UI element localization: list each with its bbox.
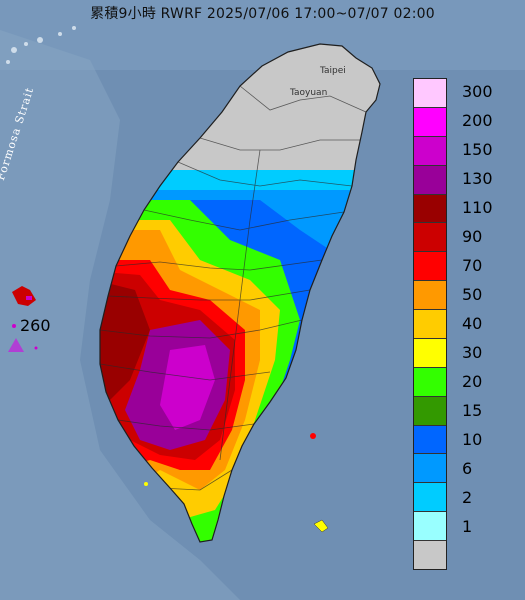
triangle-max-marker-icon xyxy=(8,338,24,352)
legend-swatch xyxy=(414,367,446,397)
legend-label: 6 xyxy=(462,458,473,478)
place-label-taipei: Taipei xyxy=(320,66,346,76)
legend-swatch xyxy=(414,223,446,253)
legend-swatch xyxy=(414,483,446,513)
legend-swatch xyxy=(414,310,446,339)
legend-swatch xyxy=(414,338,446,368)
legend-label: 70 xyxy=(462,256,483,276)
map-title: 累積9小時 RWRF 2025/07/06 17:00~07/07 02:00 xyxy=(90,6,435,22)
max-rainfall-value: 260 xyxy=(20,316,51,335)
legend-label: 40 xyxy=(462,314,483,333)
legend-label: 15 xyxy=(462,400,483,420)
legend-labels: 300 200 150 130 110 90 70 50 40 30 20 15 10 6 2 1 xyxy=(462,78,522,570)
legend-label: 130 xyxy=(462,169,493,189)
legend-swatch xyxy=(414,454,446,484)
legend-label: 200 xyxy=(462,111,493,131)
legend-swatch xyxy=(414,136,446,166)
legend-swatch xyxy=(414,194,446,224)
legend-label: 90 xyxy=(462,227,483,247)
rain-110mm xyxy=(100,280,150,400)
legend-label: 300 xyxy=(462,82,493,102)
legend-swatch xyxy=(414,281,446,310)
legend-swatch xyxy=(414,252,446,282)
legend-color-bar xyxy=(413,78,447,570)
penghu-islands xyxy=(12,286,38,350)
liuqiu-island xyxy=(144,482,148,486)
legend-swatch xyxy=(414,396,446,426)
legend-swatch xyxy=(414,165,446,195)
legend-label: 110 xyxy=(462,198,493,218)
legend-label: 150 xyxy=(462,140,493,160)
legend-label: 20 xyxy=(462,371,483,391)
legend-swatch xyxy=(414,79,446,108)
legend-label: 50 xyxy=(462,285,483,305)
legend-swatch xyxy=(414,425,446,455)
continental-shelf xyxy=(0,30,240,600)
legend-swatch xyxy=(414,541,446,569)
legend-label: 2 xyxy=(462,487,473,507)
legend-label: 30 xyxy=(462,342,483,362)
green-island xyxy=(310,433,316,439)
legend-label: 1 xyxy=(462,516,473,536)
ocean-top-band xyxy=(0,0,525,70)
legend-swatch xyxy=(414,107,446,137)
cloud-specks xyxy=(6,26,76,64)
rain-150mm xyxy=(160,345,215,430)
legend-label: 10 xyxy=(462,429,483,449)
legend-swatch xyxy=(414,512,446,541)
orchid-island xyxy=(313,519,329,533)
place-label-taoyuan: Taoyuan xyxy=(290,88,328,98)
county-boundaries xyxy=(100,85,367,491)
